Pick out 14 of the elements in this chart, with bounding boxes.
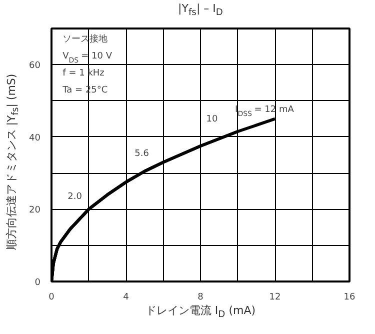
x-tick-label: 4 bbox=[123, 292, 130, 302]
series-label: 5.6 bbox=[134, 148, 150, 159]
series-label: 10 bbox=[206, 114, 218, 125]
y-tick-label: 60 bbox=[29, 61, 41, 72]
x-axis-title: ドレイン電流 I$_{D}$ (mA) bbox=[144, 303, 257, 322]
y-tick-label: 0 bbox=[34, 278, 41, 288]
x-tick-label: 0 bbox=[48, 292, 55, 302]
y-tick-label: 20 bbox=[29, 206, 41, 216]
x-tick-label: 12 bbox=[269, 292, 281, 302]
x-tick-label: 8 bbox=[198, 292, 204, 302]
chart-title: |Y$_{fs}$| – I$_{D}$ bbox=[177, 1, 224, 20]
series-label: 2.0 bbox=[68, 192, 82, 202]
x-tick-label: 16 bbox=[344, 292, 356, 302]
y-tick-label: 40 bbox=[29, 133, 41, 144]
